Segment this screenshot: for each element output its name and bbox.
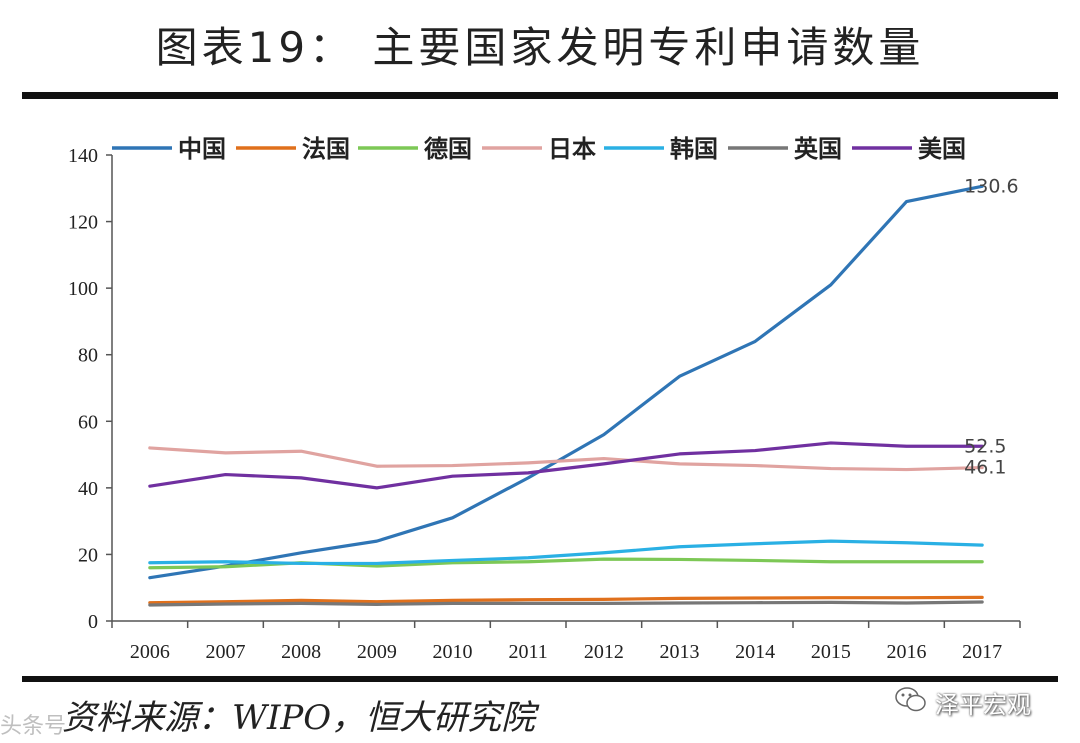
x-tick-label: 2012 [584,641,624,663]
y-tick-label: 0 [88,611,98,633]
page-title: 图表19： 主要国家发明专利申请数量 [155,23,925,72]
legend-label: 韩国 [670,135,718,163]
y-tick-label: 140 [68,145,98,167]
chart-legend: 中国 法国 德国 日本 韩国 英国 美国 [112,135,966,163]
watermark-text: 泽平宏观 [935,691,1031,719]
source-note: 资料来源：WIPO，恒大研究院 [62,698,536,738]
series-line-7 [148,441,984,490]
x-tick-label: 2011 [509,641,548,663]
legend-label: 美国 [918,135,966,163]
y-tick-label: 60 [78,411,98,433]
x-tick-label: 2006 [130,641,170,663]
x-tick-label: 2016 [887,641,927,663]
chart-axes: 0 20 40 60 80 100 120 140 2006 2007 2008 2009 2010 20… [68,145,1021,663]
y-tick-label: 120 [68,212,98,234]
y-tick-label: 100 [68,278,98,300]
y-tick-label: 20 [78,544,98,566]
top-rule [22,92,1058,99]
y-tick-label: 40 [78,478,98,500]
legend-label: 法国 [302,135,350,163]
series-end-label: 52.5 [964,435,1006,457]
series-line-6 [148,600,984,607]
x-tick-label: 2009 [357,641,397,663]
series-line-2 [148,595,984,605]
chart-series [148,184,984,607]
bottom-rule [22,676,1058,682]
x-tick-label: 2015 [811,641,851,663]
x-tick-label: 2014 [735,641,775,663]
legend-label: 日本 [548,135,596,163]
legend-label: 中国 [178,135,226,163]
watermark-left: 头条号 [0,714,67,739]
y-tick-label: 80 [78,345,98,367]
series-line-1 [148,184,984,580]
x-tick-label: 2010 [433,641,473,663]
legend-label: 德国 [424,135,472,163]
series-end-label: 130.6 [964,175,1018,197]
series-line-4 [148,446,984,472]
wechat-icon [895,687,926,712]
series-end-label: 46.1 [964,457,1006,479]
x-tick-label: 2017 [962,641,1002,663]
legend-label: 英国 [794,135,842,163]
chart-end-labels: 130.6 46.152.5 [964,175,1018,478]
x-tick-label: 2007 [206,641,246,663]
series-line-5 [148,539,984,566]
x-tick-label: 2013 [660,641,700,663]
x-tick-label: 2008 [281,641,321,663]
